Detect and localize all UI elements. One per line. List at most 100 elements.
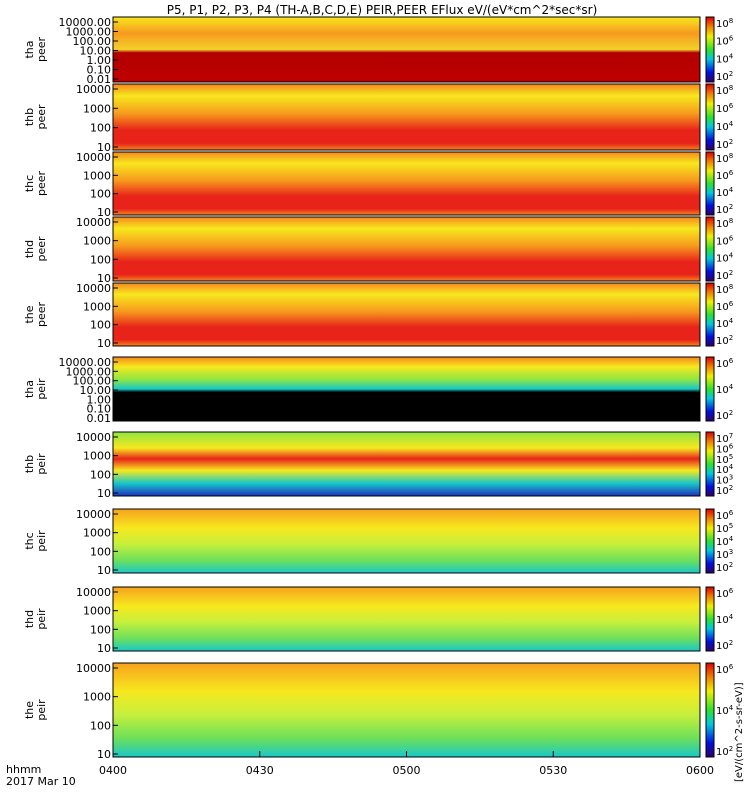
colorbar-tick-label: 108 (716, 283, 733, 296)
panel-frame (112, 216, 701, 282)
colorbar-tick-label: 106 (716, 35, 734, 48)
y-tick-label: 100 (90, 319, 111, 332)
y-tick-label: 10000 (76, 586, 111, 599)
y-tick-label: 0.10 (87, 64, 112, 77)
y-tick-label: 10.00 (80, 45, 112, 58)
x-tick-label: 0600 (686, 764, 714, 777)
panel-the-peer: 10 100 1000 10000 the peer 102 104 106 108 (23, 282, 734, 350)
y-tick-label: 10000 (76, 662, 111, 675)
panel-probe-label: tha (23, 40, 36, 58)
x-tick-label: 0530 (539, 764, 567, 777)
colorbar-tick-label: 103 (716, 548, 733, 561)
y-tick-label: 100 (90, 468, 111, 481)
panel-probe-label: thd (23, 610, 36, 628)
y-tick-label: 100 (90, 623, 111, 636)
y-tick-label: 10 (97, 748, 111, 761)
y-tick-label: 0.10 (87, 403, 112, 416)
y-tick-label: 10 (97, 642, 111, 655)
colorbar-label: [eV/(cm^2-s-sr-eV)] (734, 682, 745, 782)
panel-frame (112, 83, 701, 151)
y-tick-label: 100 (90, 253, 111, 266)
colorbar-tick-label: 104 (716, 613, 734, 626)
panel-species-label: peir (35, 699, 48, 721)
spectrogram-the-peer (113, 283, 700, 346)
panel-species-label: peir (35, 378, 48, 400)
spectrogram-tha-peir (113, 357, 700, 421)
colorbar (705, 282, 715, 347)
y-tick-label: 1000 (83, 605, 111, 618)
y-tick-label: 1000 (83, 102, 111, 115)
colorbar (705, 586, 715, 652)
colorbar-tick-label: 106 (716, 509, 734, 522)
panel-frame (112, 508, 701, 574)
y-tick-label: 100 (90, 122, 111, 135)
colorbar-tick-label: 104 (716, 317, 734, 330)
spectrogram-thb-peer (113, 84, 700, 150)
colorbar-tick-label: 102 (716, 334, 733, 347)
colorbar-tick-label: 104 (716, 52, 734, 65)
panel-species-label: peer (35, 302, 48, 328)
y-tick-label: 1000.00 (66, 365, 112, 378)
colorbar-tick-label: 106 (716, 102, 734, 115)
spectrogram-thd-peir (113, 587, 700, 651)
panel-thc-peer: 10 100 1000 10000 thc peer 102 104 106 108 (23, 151, 734, 219)
colorbar-tick-label: 108 (716, 17, 733, 30)
panel-frame (112, 431, 701, 497)
panel-species-label: peir (35, 453, 48, 475)
colorbar-tick-label: 104 (716, 120, 734, 133)
y-tick-label: 100.00 (73, 35, 112, 48)
panel-probe-label: thc (23, 175, 36, 192)
x-tick-label: 0430 (246, 764, 274, 777)
spectrogram-tha-peer (113, 17, 700, 82)
colorbar-tick-label: 105 (716, 522, 733, 535)
colorbar-tick-label: 102 (716, 203, 733, 216)
date-label: 2017 Mar 10 (6, 775, 76, 788)
y-tick-label: 10000 (76, 282, 111, 295)
colorbar-tick-label: 102 (716, 409, 733, 422)
y-tick-label: 10 (97, 564, 111, 577)
colorbar (705, 356, 715, 422)
y-tick-label: 1000 (83, 450, 111, 463)
colorbar-tick-label: 102 (716, 639, 733, 652)
colorbar-tick-label: 104 (716, 383, 734, 396)
y-tick-label: 1000.00 (66, 26, 112, 39)
y-tick-label: 10000 (76, 216, 111, 229)
panels: 0.010.101.0010.00100.001000.0010000.00th… (23, 16, 734, 761)
colorbar-tick-label: 106 (716, 663, 734, 676)
x-tick-label: 0400 (99, 764, 127, 777)
panel-probe-label: thd (23, 240, 36, 258)
y-tick-label: 0.01 (87, 73, 112, 86)
y-tick-label: 10000 (76, 508, 111, 521)
y-tick-label: 10 (97, 206, 111, 219)
panel-probe-label: thc (23, 532, 36, 549)
colorbar-tick-label: 106 (716, 300, 734, 313)
spectrogram-thc-peer (113, 152, 700, 215)
panel-frame (112, 282, 701, 347)
colorbar-tick-label: 106 (716, 587, 734, 600)
y-tick-label: 10.00 (80, 384, 112, 397)
colorbar-tick-label: 102 (716, 745, 733, 758)
y-tick-label: 10 (97, 337, 111, 350)
colorbar-tick-label: 104 (716, 186, 734, 199)
colorbar-tick-label: 108 (716, 217, 733, 230)
panel-species-label: peir (35, 530, 48, 552)
colorbar (705, 508, 715, 574)
colorbar-tick-label: 108 (716, 84, 733, 97)
y-tick-label: 1000 (83, 169, 111, 182)
time-axis-label: hhmm (6, 763, 41, 776)
y-tick-label: 100 (90, 188, 111, 201)
colorbar-tick-label: 102 (716, 138, 733, 151)
panel-species-label: peer (35, 171, 48, 197)
panel-probe-label: tha (23, 380, 36, 398)
panel-frame (112, 356, 701, 422)
colorbar (705, 216, 715, 282)
colorbar (705, 662, 715, 758)
colorbar-tick-label: 102 (716, 561, 733, 574)
y-tick-label: 10000 (76, 151, 111, 164)
panel-frame (112, 586, 701, 652)
panel-thd-peir: 10 100 1000 10000 thd peir 102 104 106 (23, 586, 734, 655)
